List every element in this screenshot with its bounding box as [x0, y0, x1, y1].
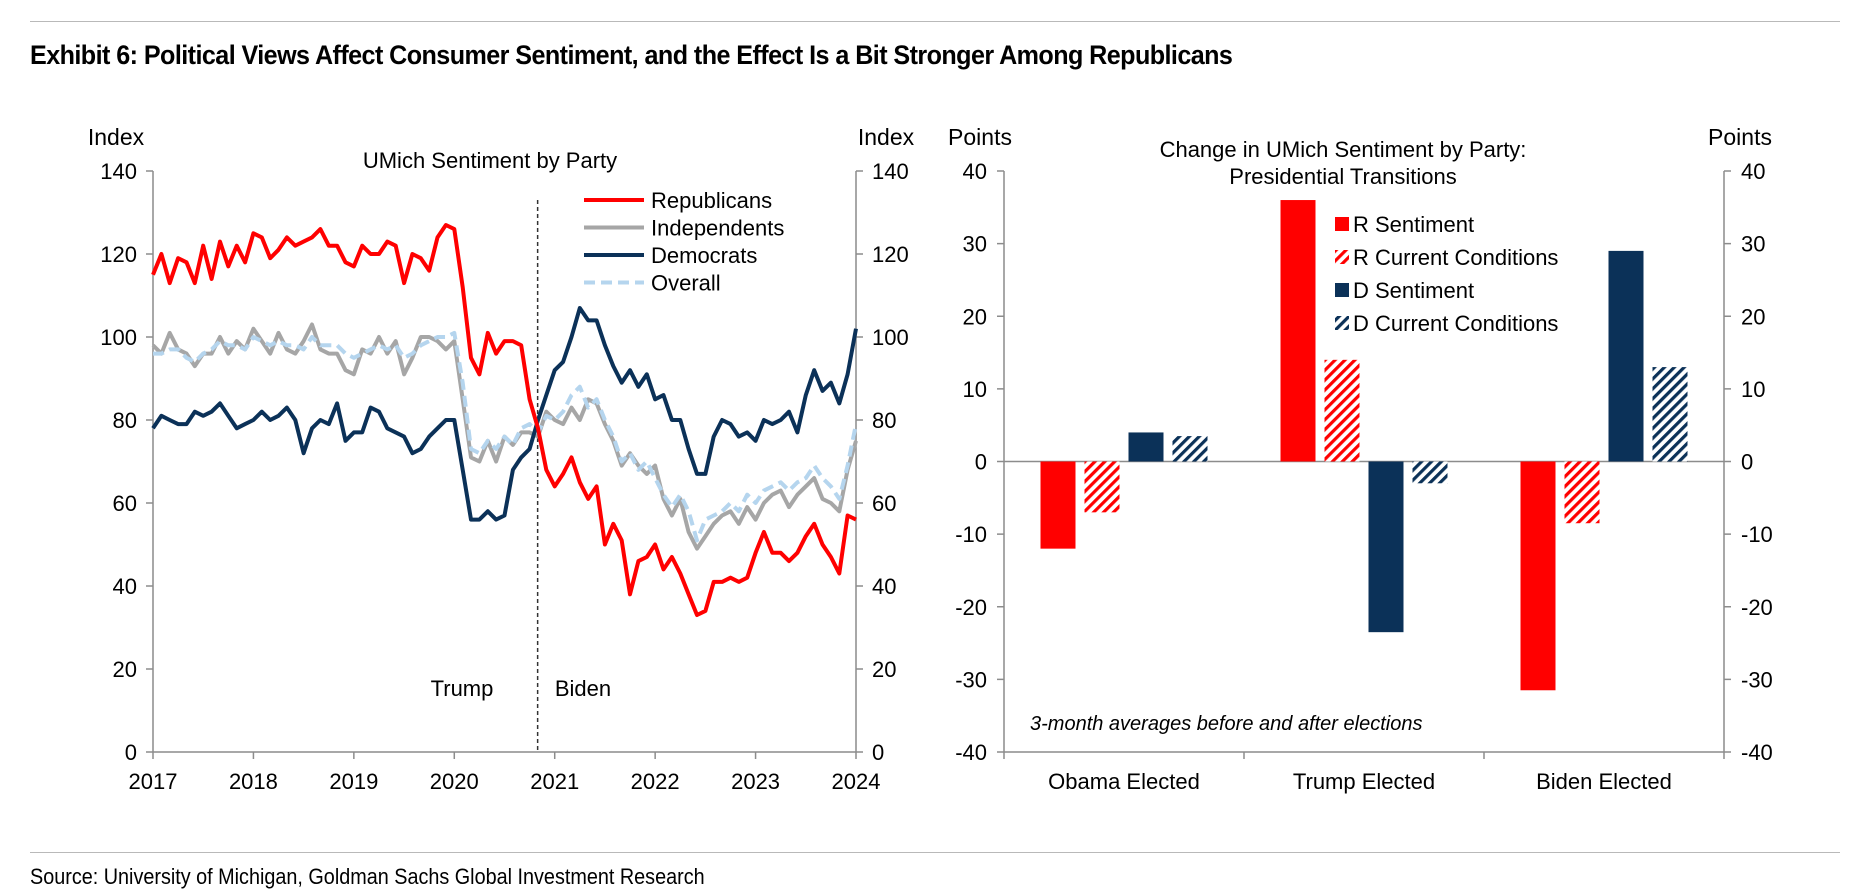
- right-y-tick-label: 40: [963, 159, 987, 184]
- bar-r-sentiment: [1040, 461, 1076, 549]
- right-chart-note: 3-month averages before and after electi…: [1030, 713, 1422, 735]
- bar-d-current-conditions: [1652, 367, 1688, 462]
- left-x-tick-label: 2021: [530, 769, 579, 794]
- right-y2-tick-label: -20: [1741, 595, 1773, 620]
- left-x-tick-label: 2018: [229, 769, 278, 794]
- right-y-tick-label: 10: [963, 377, 987, 402]
- legend-swatch-r-current-conditions: [1335, 250, 1349, 264]
- left-y2-tick-label: 80: [872, 408, 896, 433]
- bar-d-sentiment: [1128, 432, 1164, 462]
- legend-label-d-current-conditions: D Current Conditions: [1353, 311, 1558, 336]
- left-y-tick-label: 20: [113, 657, 137, 682]
- left-x-tick-label: 2022: [631, 769, 680, 794]
- left-y2-tick-label: 0: [872, 740, 884, 765]
- legend-label-overall: Overall: [651, 271, 721, 296]
- right-y-tick-label: -10: [955, 522, 987, 547]
- legend-label-r-current-conditions: R Current Conditions: [1353, 245, 1558, 270]
- right-y2-tick-label: 20: [1741, 304, 1765, 329]
- left-y-tick-label: 140: [100, 159, 137, 184]
- category-label: Biden Elected: [1536, 769, 1672, 794]
- category-label: Obama Elected: [1048, 769, 1200, 794]
- right-y2-tick-label: -30: [1741, 667, 1773, 692]
- right-y-tick-label: -40: [955, 740, 987, 765]
- left-y-tick-label: 40: [113, 574, 137, 599]
- left-y2-tick-label: 120: [872, 242, 909, 267]
- left-y2-axis-label: Index: [858, 124, 915, 150]
- right-chart-title-line1: Change in UMich Sentiment by Party:: [1160, 137, 1527, 162]
- right-y-tick-label: 30: [963, 232, 987, 257]
- right-y2-tick-label: -40: [1741, 740, 1773, 765]
- left-y-tick-label: 0: [125, 740, 137, 765]
- series-line-republicans: [151, 223, 857, 617]
- left-y-tick-label: 120: [100, 242, 137, 267]
- source-note: Source: University of Michigan, Goldman …: [30, 864, 705, 889]
- exhibit-title: Exhibit 6: Political Views Affect Consum…: [30, 40, 1233, 70]
- right-y2-tick-label: 40: [1741, 159, 1765, 184]
- bar-d-sentiment: [1368, 461, 1404, 633]
- left-y2-tick-label: 60: [872, 491, 896, 516]
- right-chart-title-line2: Presidential Transitions: [1229, 164, 1456, 189]
- left-x-tick-label: 2017: [129, 769, 178, 794]
- right-bars: [1040, 200, 1688, 691]
- right-legend: R Sentiment R Current Conditions D Sentime…: [1335, 212, 1558, 336]
- left-y-tick-label: 60: [113, 491, 137, 516]
- biden-label: Biden: [555, 676, 611, 701]
- left-y-axis-label: Index: [88, 124, 145, 150]
- bar-r-current-conditions: [1564, 461, 1600, 524]
- trump-label: Trump: [431, 676, 494, 701]
- legend-swatch-d-sentiment: [1335, 283, 1349, 297]
- bar-d-current-conditions: [1412, 461, 1448, 484]
- legend-label-republicans: Republicans: [651, 188, 772, 213]
- left-x-tick-label: 2020: [430, 769, 479, 794]
- right-y-tick-label: -30: [955, 667, 987, 692]
- category-label: Trump Elected: [1293, 769, 1435, 794]
- legend-swatch-d-current-conditions: [1335, 316, 1349, 330]
- legend-label-d-sentiment: D Sentiment: [1353, 278, 1474, 303]
- left-y2-tick-label: 100: [872, 325, 909, 350]
- bar-d-current-conditions: [1172, 436, 1208, 462]
- left-y2-tick-label: 40: [872, 574, 896, 599]
- bar-r-current-conditions: [1084, 461, 1120, 513]
- right-y2-axis-label: Points: [1708, 124, 1772, 150]
- series-line-overall: [153, 330, 858, 543]
- left-chart-title: UMich Sentiment by Party: [363, 148, 617, 173]
- bottom-rule: [30, 852, 1840, 853]
- right-y-tick-label: 20: [963, 304, 987, 329]
- left-y2-tick-label: 20: [872, 657, 896, 682]
- right-y-tick-label: -20: [955, 595, 987, 620]
- right-y-axis-label: Points: [948, 124, 1012, 150]
- bar-r-sentiment: [1520, 461, 1556, 691]
- series-line-democrats: [151, 306, 858, 522]
- left-lines: [151, 223, 858, 617]
- bar-d-sentiment: [1608, 250, 1644, 462]
- legend-label-democrats: Democrats: [651, 243, 757, 268]
- right-y2-tick-label: 10: [1741, 377, 1765, 402]
- legend-label-r-sentiment: R Sentiment: [1353, 212, 1474, 237]
- right-y2-tick-label: 0: [1741, 450, 1753, 475]
- left-y-tick-label: 80: [113, 408, 137, 433]
- right-y2-tick-label: -10: [1741, 522, 1773, 547]
- top-rule: [30, 21, 1840, 22]
- left-x-tick-label: 2023: [731, 769, 780, 794]
- bar-r-current-conditions: [1324, 359, 1360, 462]
- left-x-tick-label: 2019: [329, 769, 378, 794]
- bar-r-sentiment: [1280, 200, 1316, 462]
- legend-swatch-r-sentiment: [1335, 217, 1349, 231]
- right-y-tick-label: 0: [975, 450, 987, 475]
- left-x-tick-label: 2024: [832, 769, 881, 794]
- left-y-tick-label: 100: [100, 325, 137, 350]
- right-y2-tick-label: 30: [1741, 232, 1765, 257]
- left-y2-tick-label: 140: [872, 159, 909, 184]
- right-axes: -40 -40 -30 -30 -20 -20 -10 -10 0 0 10 10 20 20 30 30 40…: [955, 159, 1773, 794]
- legend-label-independents: Independents: [651, 216, 784, 241]
